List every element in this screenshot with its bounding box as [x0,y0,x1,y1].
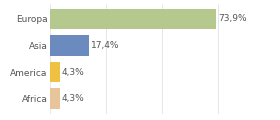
Bar [50,62,60,82]
Text: 4,3%: 4,3% [62,68,85,77]
Text: 17,4%: 17,4% [91,41,120,50]
Text: 73,9%: 73,9% [218,15,246,24]
Bar [50,35,89,56]
Bar [50,9,216,29]
Text: 4,3%: 4,3% [62,94,85,103]
Bar [50,88,60,109]
